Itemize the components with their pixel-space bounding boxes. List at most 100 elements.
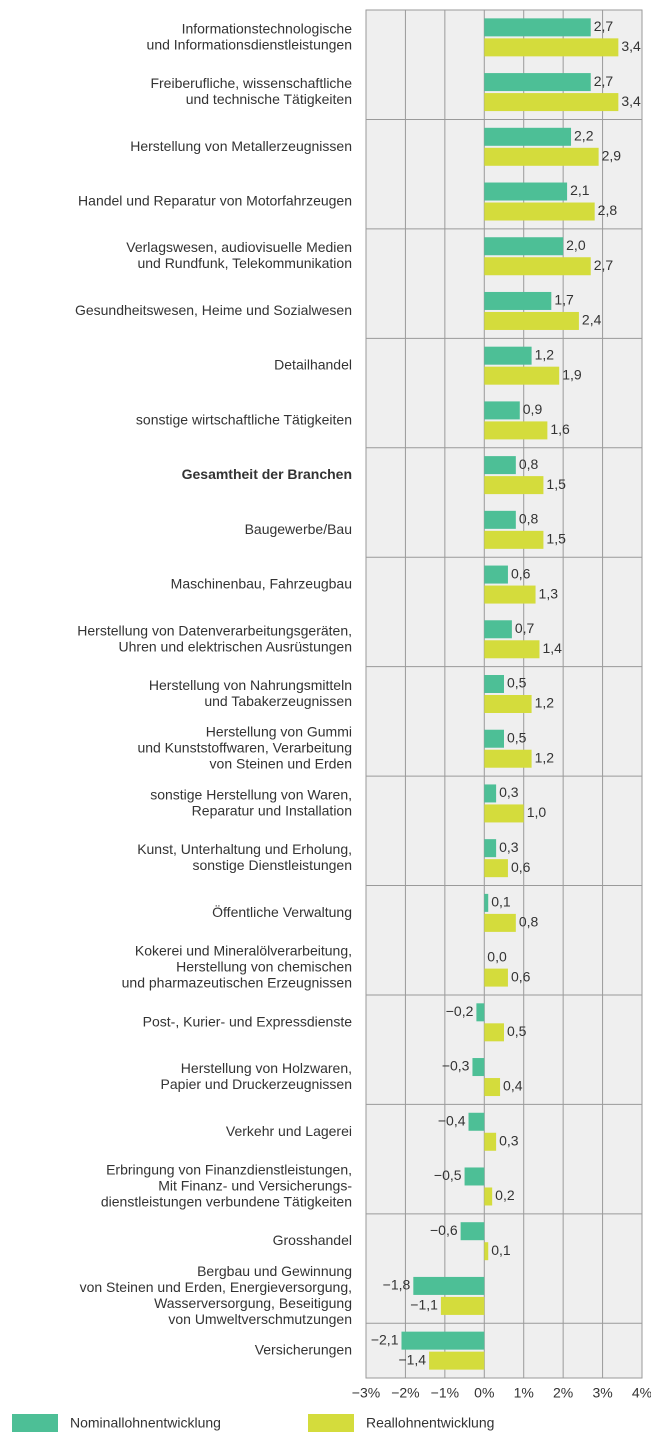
category-label: Handel und Reparatur von Motorfahrzeugen [78, 192, 352, 208]
category-line: Herstellung von Nahrungsmitteln [149, 677, 352, 693]
bar [429, 1351, 485, 1370]
bar [484, 311, 579, 330]
bar [484, 749, 532, 768]
bar [484, 1078, 501, 1097]
bar [484, 257, 591, 276]
value-label: 2,4 [582, 312, 602, 328]
value-label: −2,1 [371, 1331, 399, 1347]
value-label: 1,2 [535, 749, 555, 765]
category-line: Herstellung von Gummi [206, 723, 352, 739]
bar [484, 585, 536, 604]
category-label: Informationstechnologische und Informatio… [147, 20, 353, 52]
value-label: 0,2 [495, 1187, 515, 1203]
bar [484, 695, 532, 713]
value-label: 2,8 [598, 202, 618, 218]
category-line: Detailhandel [274, 356, 352, 372]
category-label: Post-, Kurier- und Expressdienste [143, 1013, 353, 1029]
bar [460, 1222, 485, 1241]
bar [484, 784, 497, 803]
value-label: 3,4 [621, 93, 641, 109]
value-label: 0,9 [523, 401, 543, 417]
bar [484, 127, 572, 146]
bar [484, 202, 595, 221]
bar [484, 968, 508, 987]
bar [484, 640, 540, 659]
category-label: Versicherungen [255, 1341, 352, 1357]
bar [484, 38, 619, 57]
category-line: Bergbau und Gewinnung [197, 1263, 352, 1279]
bar [484, 147, 599, 166]
category-line: Verlagswesen, audiovisuelle Medien [126, 239, 352, 255]
value-label: 0,5 [507, 675, 527, 691]
category-line: Herstellung von Holzwaren, [181, 1060, 352, 1076]
bar [413, 1276, 485, 1295]
category-line: Grosshandel [273, 1232, 352, 1248]
value-label: 0,3 [499, 839, 519, 855]
category-label: sonstige Herstellung von Waren, Reparatur… [150, 786, 352, 818]
category-label: Baugewerbe/Bau [245, 521, 352, 537]
category-line: Informationstechnologische [182, 20, 353, 36]
category-label: Herstellung von Gummi und Kunststoffwaren… [137, 723, 352, 771]
value-label: 0,6 [511, 565, 531, 581]
category-label: Verlagswesen, audiovisuelle Medien und Ru… [126, 239, 352, 271]
bar [484, 421, 548, 440]
bar [484, 1187, 493, 1206]
bar [484, 565, 508, 584]
bar [440, 1296, 485, 1315]
category-label: Erbringung von Finanzdienstleistungen, Mi… [101, 1161, 352, 1209]
category-line: sonstige wirtschaftliche Tätigkeiten [136, 411, 352, 427]
category-label: Gesamtheit der Branchen [182, 466, 352, 482]
category-line: Wasserversorgung, Beseitigung [154, 1295, 352, 1311]
value-label: 1,7 [554, 292, 574, 308]
value-label: 2,7 [594, 73, 614, 89]
value-label: 2,7 [594, 257, 614, 273]
value-label: −0,2 [446, 1003, 474, 1019]
x-tick-label: 2% [553, 1385, 573, 1401]
legend-swatch [308, 1414, 354, 1432]
value-label: 0,4 [503, 1078, 523, 1094]
category-label: Herstellung von Datenverarbeitungsgeräte… [77, 622, 352, 654]
bar [484, 675, 504, 693]
category-label: Gesundheitswesen, Heime und Sozialwesen [75, 302, 352, 318]
bar [401, 1331, 485, 1350]
category-label: Kunst, Unterhaltung und Erholung, sonstig… [137, 841, 352, 873]
value-label: 1,5 [546, 476, 566, 492]
value-label: 0,3 [499, 1132, 519, 1148]
bar [484, 839, 497, 858]
category-label: Herstellung von Holzwaren, Papier und Dru… [161, 1060, 352, 1092]
value-label: 0,7 [515, 620, 535, 636]
value-label: 2,2 [574, 128, 594, 144]
category-line: Maschinenbau, Fahrzeugbau [171, 575, 352, 591]
bar [484, 401, 520, 420]
category-line: Verkehr und Lagerei [226, 1122, 352, 1138]
category-line: Papier und Druckerzeugnissen [161, 1076, 352, 1092]
value-label: 1,3 [539, 585, 559, 601]
value-label: −0,5 [434, 1167, 462, 1183]
value-label: 1,6 [550, 421, 570, 437]
category-line: Öffentliche Verwaltung [212, 903, 352, 920]
value-label: 1,5 [546, 531, 566, 547]
category-line: Freiberufliche, wissenschaftliche [150, 75, 352, 91]
category-line: Kokerei und Mineralölverarbeitung, [135, 942, 352, 958]
category-line: Versicherungen [255, 1341, 352, 1357]
value-label: 0,5 [507, 1023, 527, 1039]
bar [476, 1003, 485, 1022]
bar [484, 620, 512, 639]
category-line: Baugewerbe/Bau [245, 521, 352, 537]
category-label: Herstellung von Nahrungsmitteln und Tabak… [149, 677, 352, 709]
bar [484, 729, 504, 748]
category-label: Verkehr und Lagerei [226, 1122, 352, 1138]
category-line: und Tabakerzeugnissen [204, 693, 352, 709]
category-line: Handel und Reparatur von Motorfahrzeugen [78, 192, 352, 208]
category-label: Herstellung von Metallerzeugnissen [130, 138, 352, 154]
legend-swatch [12, 1414, 58, 1432]
category-label: Kokerei und Mineralölverarbeitung, Herste… [122, 942, 352, 990]
category-line: dienstleistungen verbundene Tätigkeiten [101, 1193, 352, 1209]
value-label: 0,1 [491, 1242, 511, 1258]
category-line: sonstige Herstellung von Waren, [150, 786, 352, 802]
category-line: und technische Tätigkeiten [186, 91, 352, 107]
category-line: von Steinen und Erden [210, 755, 352, 771]
bar [484, 182, 568, 201]
bar [472, 1058, 485, 1077]
